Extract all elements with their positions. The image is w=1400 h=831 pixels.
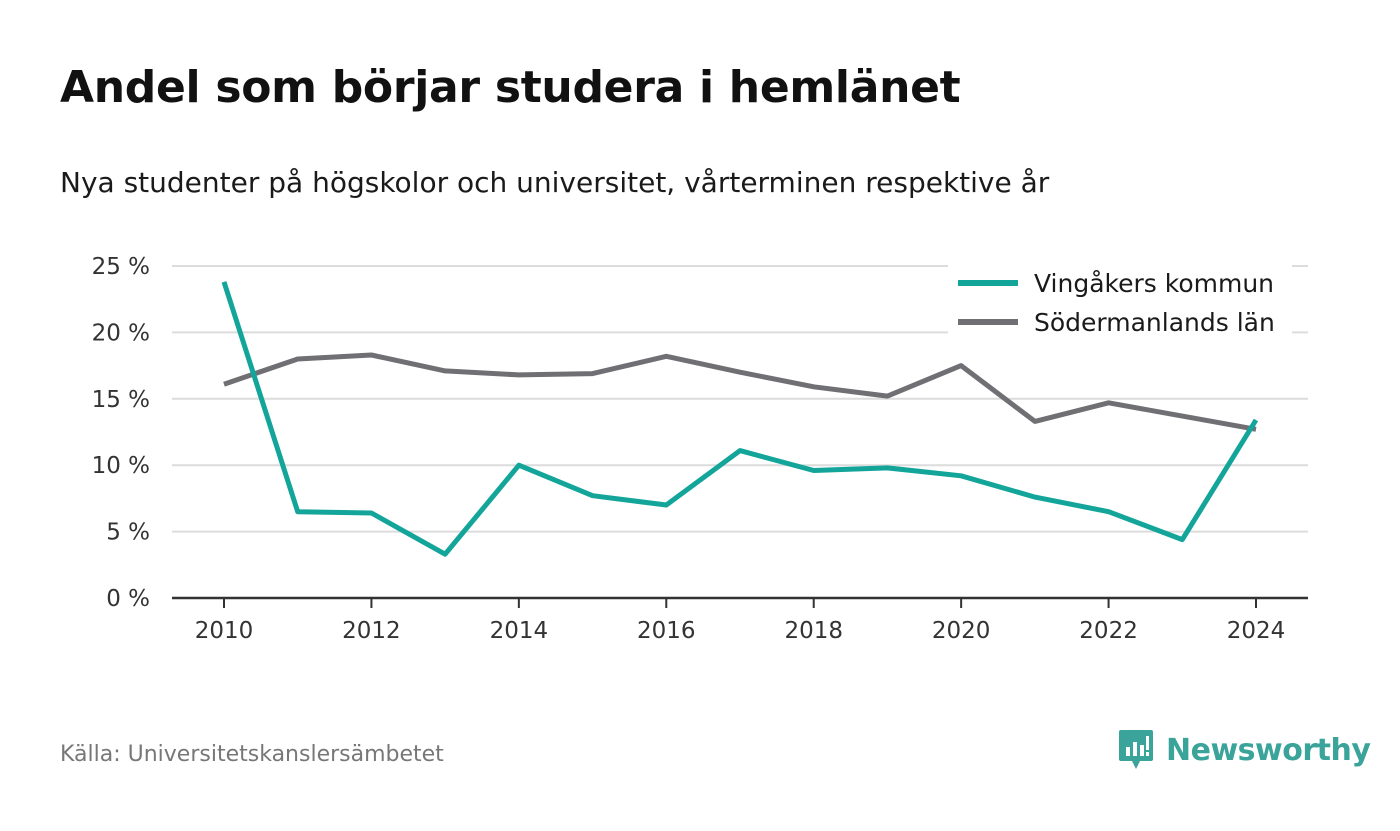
legend: Vingåkers kommun Södermanlands län: [948, 262, 1292, 344]
x-tick-label: 2014: [490, 618, 549, 644]
brand-logo: Newsworthy: [1118, 728, 1371, 772]
y-tick-label: 10 %: [92, 453, 150, 479]
y-tick-label: 25 %: [92, 254, 150, 280]
series-line-0: [221, 281, 1259, 557]
x-tick-label: 2020: [932, 618, 991, 644]
legend-background: [948, 262, 1292, 344]
y-tick-label: 15 %: [92, 387, 150, 413]
chart-title: Andel som börjar studera i hemlänet: [60, 62, 961, 113]
y-tick-label: 20 %: [92, 320, 150, 346]
series-lines: [221, 281, 1259, 557]
legend-label: Vingåkers kommun: [1034, 269, 1274, 298]
brand-name: Newsworthy: [1166, 732, 1371, 768]
y-axis-ticks: 0 % 5 % 10 % 15 % 20 % 25 %: [92, 254, 150, 612]
x-tick-label: 2018: [784, 618, 843, 644]
x-axis-ticks: 2010 2012 2014 2016 2018 2020 2022 2024: [195, 598, 1286, 644]
x-tick-label: 2010: [195, 618, 254, 644]
legend-label: Södermanlands län: [1034, 308, 1275, 337]
y-tick-label: 0 %: [106, 586, 150, 612]
x-tick-label: 2024: [1227, 618, 1286, 644]
newsworthy-logo-icon: [1119, 730, 1153, 769]
x-tick-label: 2012: [342, 618, 401, 644]
x-tick-label: 2022: [1079, 618, 1138, 644]
source-note: Källa: Universitetskanslersämbetet: [60, 742, 444, 767]
y-tick-label: 5 %: [106, 520, 150, 546]
chart-subtitle: Nya studenter på högskolor och universit…: [60, 166, 1050, 199]
x-tick-label: 2016: [637, 618, 696, 644]
series-line-1: [223, 352, 1257, 432]
